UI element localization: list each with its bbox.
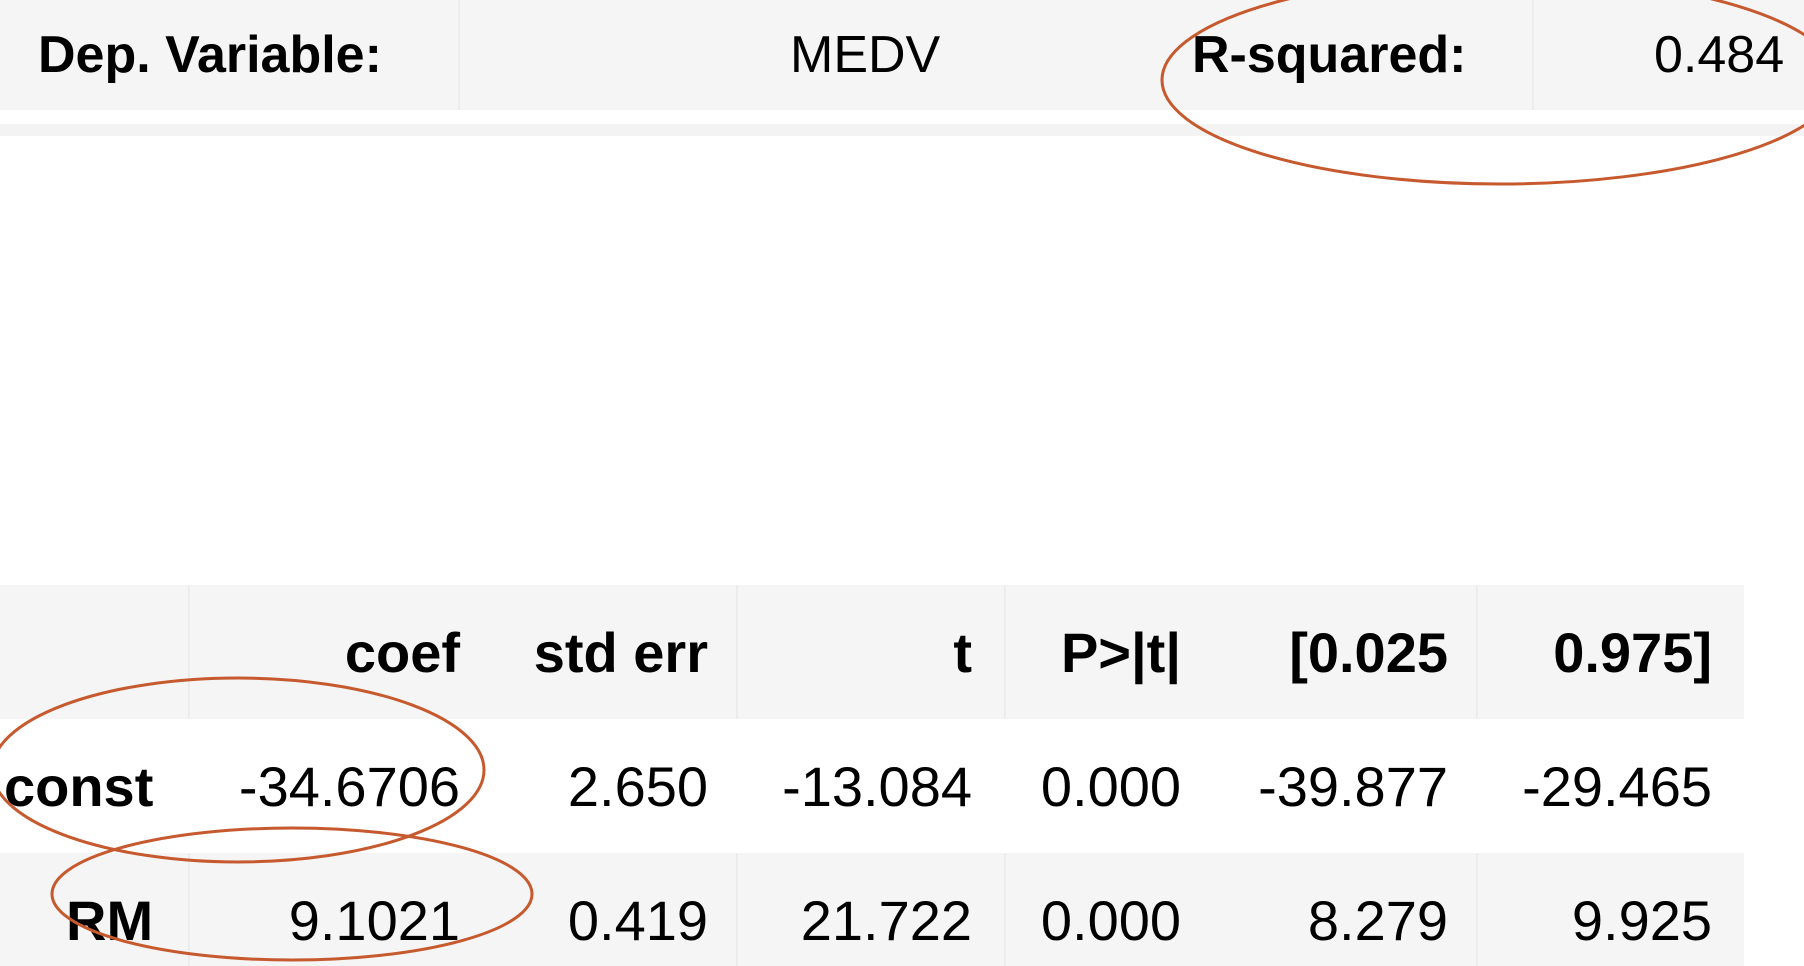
rm-t: 21.722: [800, 888, 972, 952]
column-divider: [188, 585, 190, 719]
dep-variable-value: MEDV: [790, 26, 941, 84]
header-ci-high: 0.975]: [1553, 620, 1712, 684]
header-ci-low: [0.025: [1289, 620, 1448, 684]
header-coef: coef: [344, 620, 460, 684]
row-label-rm: RM: [66, 888, 154, 952]
rm-std-err: 0.419: [567, 888, 708, 952]
rm-ci-low: 8.279: [1307, 888, 1448, 952]
rm-coef: 9.1021: [288, 888, 460, 952]
column-divider: [736, 853, 738, 966]
column-divider: [188, 853, 190, 966]
rm-p-value: 0.000: [1040, 888, 1181, 952]
table-header-row: coef std err t P>|t| [0.025 0.975]: [0, 585, 1744, 719]
summary-divider: [458, 0, 460, 110]
column-divider: [1476, 585, 1478, 719]
column-divider: [736, 585, 738, 719]
column-divider: [1004, 853, 1006, 966]
model-summary-row: Dep. Variable: MEDV R-squared: 0.484: [0, 0, 1804, 110]
summary-spacer: [0, 110, 1804, 124]
column-divider: [1476, 853, 1478, 966]
summary-table-edge: [0, 124, 1804, 136]
header-p-value: P>|t|: [1060, 620, 1181, 684]
summary-divider: [1532, 0, 1534, 110]
const-t: -13.084: [782, 754, 972, 818]
const-ci-low: -39.877: [1258, 754, 1448, 818]
const-coef: -34.6706: [238, 754, 460, 818]
header-t: t: [953, 620, 972, 684]
rm-ci-high: 9.925: [1571, 888, 1712, 952]
header-std-err: std err: [533, 620, 708, 684]
r-squared-label: R-squared:: [1192, 26, 1467, 84]
const-p-value: 0.000: [1040, 754, 1181, 818]
r-squared-value: 0.484: [1654, 26, 1785, 84]
column-divider: [1004, 585, 1006, 719]
dep-variable-label: Dep. Variable:: [38, 26, 382, 84]
coefficient-table: coef std err t P>|t| [0.025 0.975] const…: [0, 585, 1744, 966]
table-row: const -34.6706 2.650 -13.084 0.000 -39.8…: [0, 719, 1744, 853]
row-label-const: const: [4, 754, 154, 818]
table-row: RM 9.1021 0.419 21.722 0.000 8.279 9.925: [0, 853, 1744, 966]
const-ci-high: -29.465: [1522, 754, 1712, 818]
const-std-err: 2.650: [567, 754, 708, 818]
